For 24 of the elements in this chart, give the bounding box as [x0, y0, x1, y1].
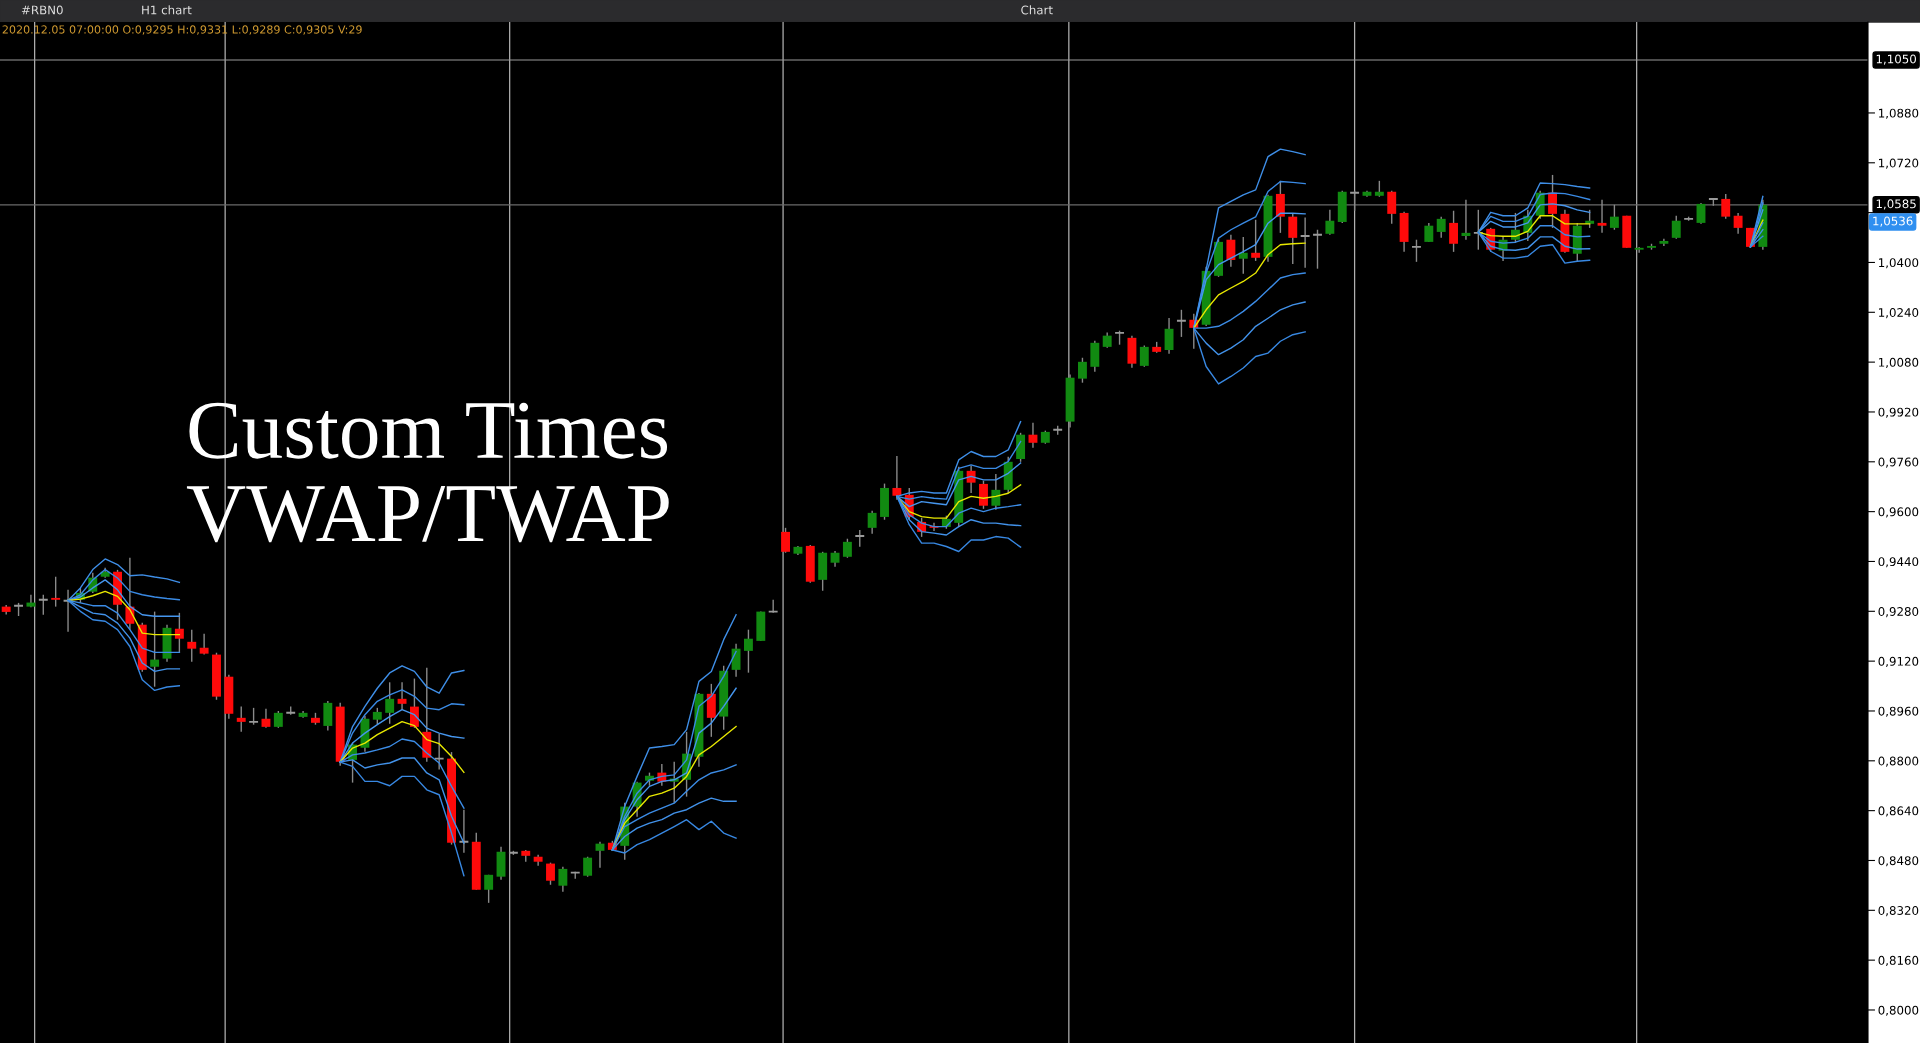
y-tick-label: 0,9120: [1878, 656, 1919, 667]
y-tick-label: 0,9440: [1878, 557, 1919, 568]
y-tick-label: 1,0080: [1879, 357, 1919, 368]
text: 1,0536: [1873, 216, 1913, 227]
y-tick-label: 0,8960: [1878, 706, 1919, 717]
y-tick-label: 0,8000: [1878, 1005, 1919, 1016]
y-tick-label: 0,9920: [1878, 407, 1919, 418]
ref-line-label: 1,1050: [1876, 54, 1916, 65]
y-tick-label: 0,8640: [1878, 806, 1919, 817]
y-tick-label: 0,9280: [1878, 607, 1919, 618]
ref-line-label: 1,0585: [1876, 199, 1916, 210]
text: H1 chart: [142, 5, 192, 15]
y-tick-label: 1,0240: [1879, 308, 1919, 319]
y-tick-label: 0,8480: [1878, 856, 1919, 867]
y-tick-label: 1,0880: [1879, 108, 1919, 119]
y-tick-label: 0,9760: [1878, 457, 1919, 468]
y-tick-label: 0,8320: [1878, 906, 1919, 917]
text: #RBN0: [21, 5, 63, 15]
y-tick-label: 0,9600: [1878, 507, 1919, 518]
y-tick-label: 1,0720: [1879, 158, 1919, 169]
y-tick-label: 0,8160: [1878, 955, 1919, 967]
y-tick-label: 1,0400: [1879, 258, 1919, 269]
text: Chart: [1021, 5, 1053, 15]
y-tick-label: 0,8800: [1878, 756, 1919, 767]
